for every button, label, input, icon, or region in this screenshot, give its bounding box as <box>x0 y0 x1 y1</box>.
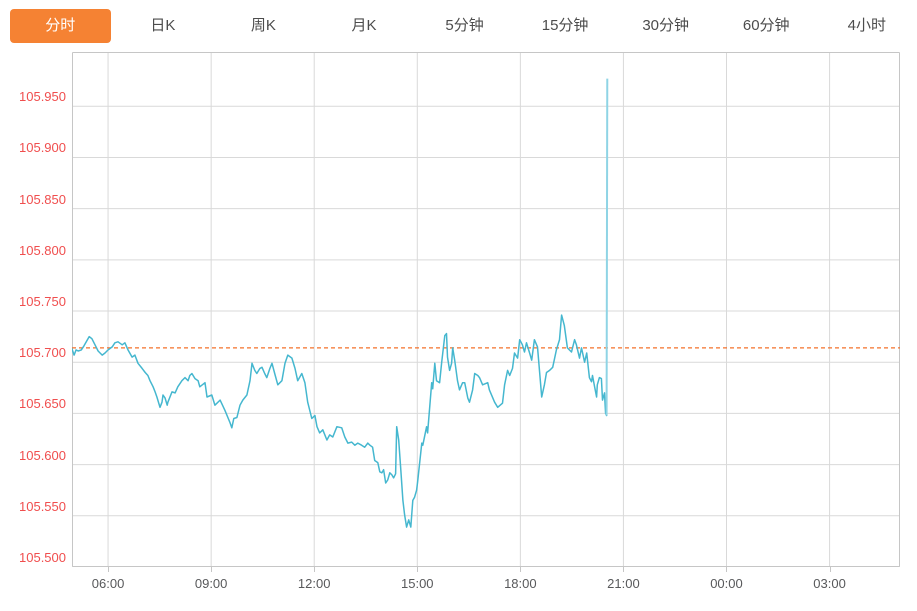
x-axis-tick <box>108 567 110 572</box>
tab-15min[interactable]: 15分钟 <box>541 17 589 34</box>
price-chart-svg <box>71 52 900 568</box>
y-axis-label: 105.900 <box>19 140 66 156</box>
tab-weekly-k[interactable]: 周K <box>250 17 276 34</box>
x-axis-label: 09:00 <box>194 576 228 591</box>
y-axis-label: 105.850 <box>19 191 66 207</box>
x-axis-label: 00:00 <box>710 576 743 591</box>
y-axis-label: 105.550 <box>19 498 66 514</box>
x-axis-label: 18:00 <box>504 576 537 591</box>
tab-minute[interactable]: 分时 <box>10 9 111 43</box>
x-axis-tick <box>417 567 419 572</box>
x-axis-label: 21:00 <box>607 576 640 591</box>
price-spike-line <box>605 78 609 416</box>
x-axis-tick <box>520 567 522 572</box>
x-axis-tick <box>623 567 625 572</box>
x-axis-label: 12:00 <box>297 576 331 591</box>
tab-monthly-k[interactable]: 月K <box>351 17 377 34</box>
x-axis-tick <box>314 567 316 572</box>
y-axis-label: 105.500 <box>19 550 66 565</box>
x-axis-tick <box>829 567 831 572</box>
timeframe-tabs: 分时 日K 周K 月K 5分钟 15分钟 30分钟 60分钟 4小时 <box>0 0 917 52</box>
y-axis-label: 105.600 <box>19 447 66 463</box>
tab-60min[interactable]: 60分钟 <box>742 17 790 34</box>
price-line <box>71 314 608 528</box>
price-chart-plot-area[interactable] <box>71 52 900 568</box>
x-axis-tick <box>726 567 728 572</box>
y-axis-label: 105.700 <box>19 345 66 361</box>
y-axis-label: 105.800 <box>19 242 66 258</box>
tab-daily-k[interactable]: 日K <box>150 17 176 34</box>
tab-4hour[interactable]: 4小时 <box>847 17 886 34</box>
x-axis-tick <box>211 567 213 572</box>
x-axis-label: 15:00 <box>401 576 434 591</box>
x-axis-label: 06:00 <box>91 576 125 591</box>
tab-5min[interactable]: 5分钟 <box>445 17 484 34</box>
x-axis-label: 03:00 <box>813 576 846 591</box>
y-axis-label: 105.750 <box>19 294 66 310</box>
tab-30min[interactable]: 30分钟 <box>642 17 689 34</box>
y-axis-label: 105.950 <box>19 89 66 105</box>
y-axis-label: 105.650 <box>19 396 66 412</box>
